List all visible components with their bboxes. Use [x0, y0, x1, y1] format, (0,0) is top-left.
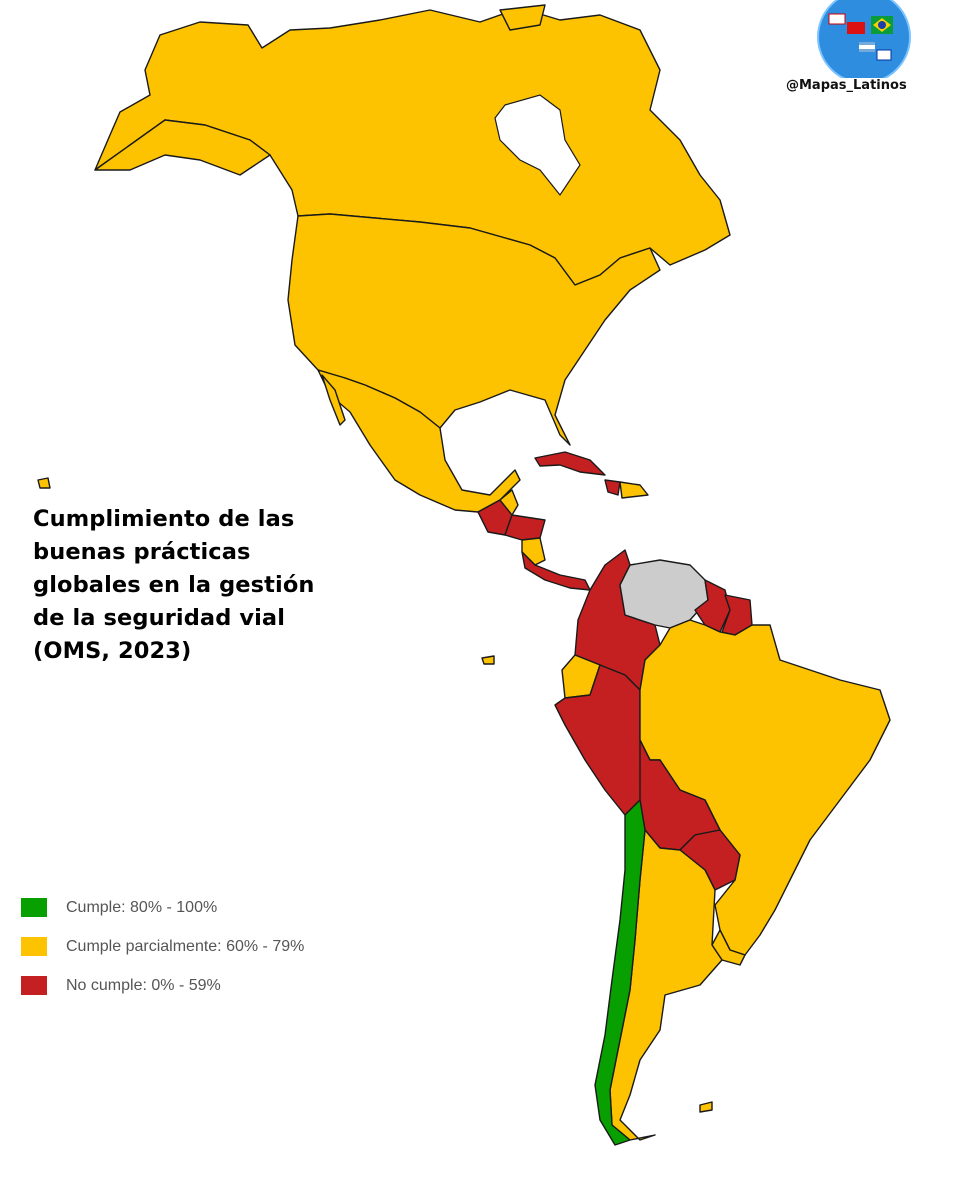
- country-chile: [594, 799, 646, 1146]
- legend-swatch: [21, 976, 47, 995]
- map-title: Cumplimiento de las buenas prácticas glo…: [33, 506, 315, 664]
- country-dominican-republic: [619, 481, 649, 499]
- legend: Cumple: 80% - 100% Cumple parcialmente: …: [21, 888, 304, 1005]
- country-mexico: [317, 369, 521, 513]
- country-cuba: [534, 451, 606, 476]
- island-hawaii: [37, 477, 51, 489]
- watermark-handle: @Mapas_Latinos: [786, 78, 907, 93]
- legend-item-cumple: Cumple: 80% - 100%: [21, 888, 304, 927]
- country-haiti: [604, 479, 621, 496]
- country-baja: [321, 374, 346, 426]
- legend-label: No cumple: 0% - 59%: [66, 976, 221, 994]
- legend-label: Cumple: 80% - 100%: [66, 898, 218, 916]
- legend-label: Cumple parcialmente: 60% - 79%: [66, 937, 305, 955]
- country-alaska: [94, 119, 271, 176]
- globe-with-latin-flags-icon: [817, 0, 911, 78]
- island-galapagos: [481, 655, 495, 665]
- country-belize: [499, 489, 519, 516]
- legend-swatch: [21, 898, 47, 917]
- legend-swatch: [21, 937, 47, 956]
- country-honduras: [504, 514, 546, 541]
- island-falklands: [699, 1101, 713, 1113]
- hudson-bay: [494, 94, 581, 197]
- country-greenland-fragment: [499, 4, 546, 31]
- legend-item-parcial: Cumple parcialmente: 60% - 79%: [21, 927, 304, 966]
- legend-item-no-cumple: No cumple: 0% - 59%: [21, 966, 304, 1005]
- country-venezuela: [619, 559, 709, 629]
- country-nicaragua: [521, 537, 546, 566]
